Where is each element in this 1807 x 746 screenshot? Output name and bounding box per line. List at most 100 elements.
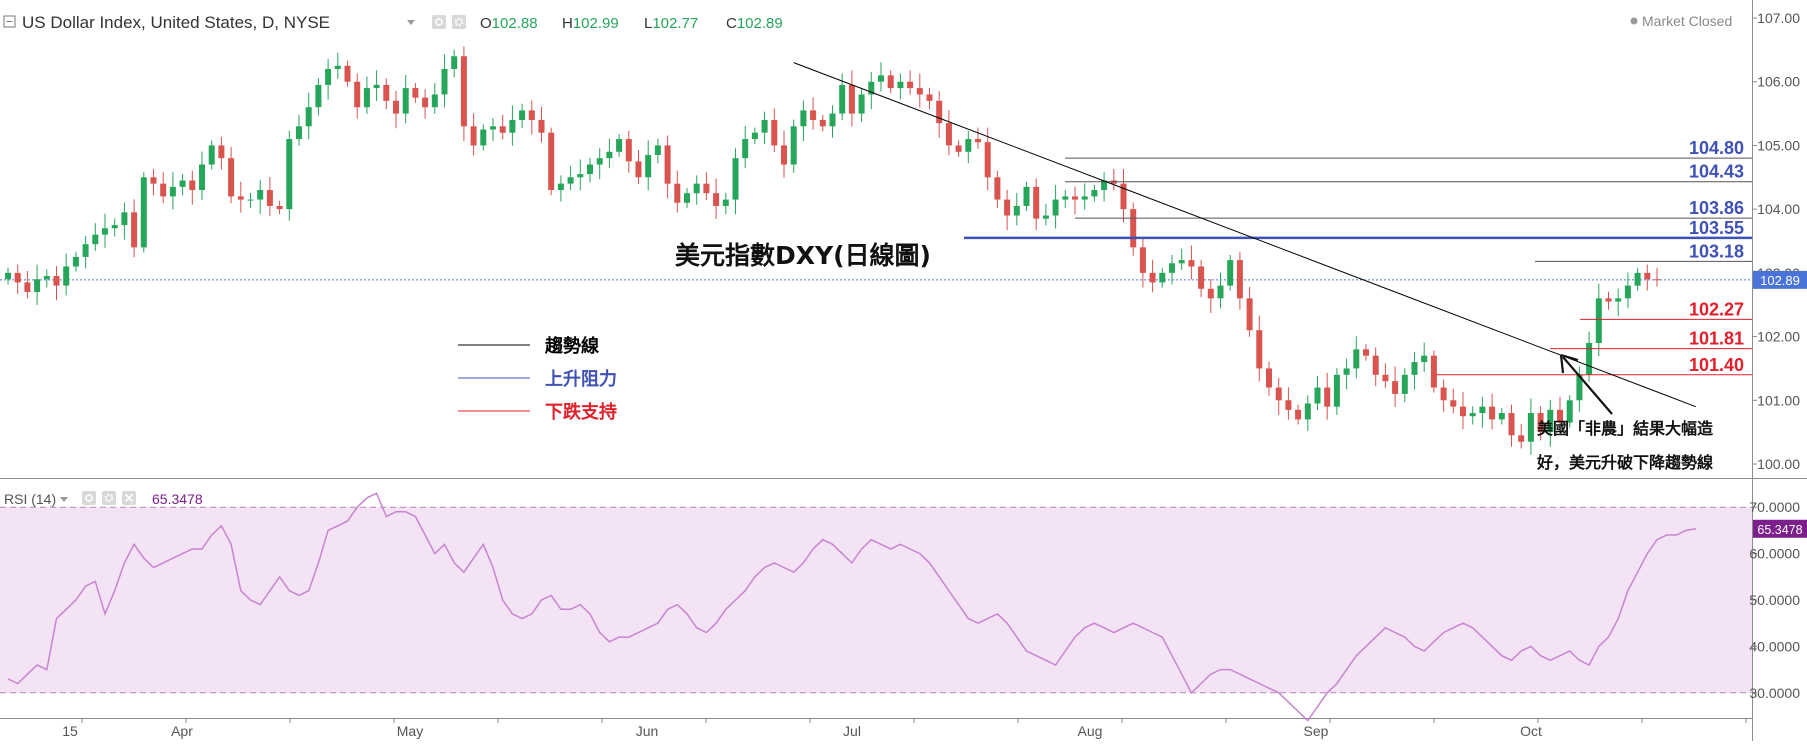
candle-down [266,190,273,206]
candle-up [732,158,739,200]
candle-down [538,119,545,133]
rsi-pane[interactable]: 70.0000 60.0000 50.0000 40.0000 30.0000 [0,492,1800,722]
candle-up [693,183,700,194]
candle-down [1130,209,1137,248]
resistance-label: 103.18 [1689,241,1744,261]
candle-down [1450,400,1457,407]
candle-down [499,126,506,133]
collapse-toggle-icon[interactable] [3,15,16,28]
symbol-dropdown-icon[interactable] [407,20,415,25]
support-label: 102.27 [1689,299,1744,319]
rsi-dropdown-icon[interactable] [60,497,68,502]
legend-label: 趨勢線 [544,335,599,357]
candle-up [111,225,118,229]
candle-up [878,75,884,82]
candle-up [858,94,865,114]
rsi-tick-label: 30.0000 [1749,685,1800,701]
candle-up [1353,349,1360,369]
rsi-series-line [7,492,1696,722]
rsi-band [0,507,1752,693]
candle-down [1139,247,1146,273]
candle-up [1343,368,1350,375]
candle-down [276,205,283,210]
candle-down [189,180,196,191]
candle-up [82,244,89,257]
candle-up [654,145,661,155]
rsi-label[interactable]: RSI (14) [4,491,56,507]
candle-up [722,199,729,206]
candle-down [218,145,225,159]
candle-up [616,139,623,152]
candle-up [684,193,690,203]
candle-down [994,177,1001,200]
candle-down [1236,260,1243,299]
candle-up [363,88,370,108]
candle-down [1557,409,1563,423]
ohlc-o: O102.88 [480,15,538,32]
rsi-close-icon-x [124,493,134,503]
candle-up [1178,260,1185,264]
support-label: 101.81 [1689,329,1744,349]
candle-up [790,126,797,165]
rsi-tick-label: 40.0000 [1749,638,1800,654]
candle-up [43,276,50,280]
candle-down [848,84,855,114]
candle-up [34,279,41,292]
rsi-eye-icon[interactable] [82,491,96,505]
eye-icon[interactable] [432,15,446,29]
rsi-tick-label: 50.0000 [1749,592,1800,608]
candle-up [1586,342,1593,375]
candle-up [1547,409,1554,433]
candle-down [781,145,787,165]
candle-up [325,68,332,85]
time-tick-label: Jul [843,723,861,739]
price-axis: 107.00106.00105.00104.00103.00102.00101.… [1752,10,1800,472]
candle-up [897,81,904,89]
candle-down [1605,298,1612,302]
candle-down [1004,199,1011,216]
candle-down [1460,406,1466,417]
axis-value-tags: 102.89 65.3478 [1753,270,1807,538]
ohlc-l: L102.77 [644,15,698,32]
candle-up [1304,403,1311,420]
support-label: 101.40 [1689,355,1744,375]
price-tick-label: 100.00 [1757,456,1800,472]
candle-up [868,81,875,95]
candle-down [228,158,235,197]
candle-down [1537,413,1544,433]
candle-down [1285,400,1292,410]
market-status: Market Closed [1642,13,1732,29]
note-arrow [1562,356,1613,415]
candle-down [412,88,419,98]
settings-icon[interactable] [452,15,466,29]
candle-up [121,212,128,226]
candle-up [1527,413,1534,442]
candle-up [1062,196,1069,200]
candle-down [528,110,535,120]
chart-annotation-title: 美元指數DXY(日線圖) [675,241,931,270]
candle-up [247,199,254,201]
candle-up [296,126,302,140]
rsi-header: RSI (14) 65.3478 [4,491,203,507]
candle-down [1256,330,1263,369]
rsi-settings-icon[interactable] [102,491,116,505]
resistance-label: 103.55 [1689,218,1744,238]
symbol-title[interactable]: US Dollar Index, United States, D, NYSE [22,13,330,32]
candle-up [334,65,341,69]
candle-up [1479,406,1486,414]
candle-up [257,190,264,200]
candle-up [606,151,613,159]
legend-label: 下跌支持 [545,401,617,423]
candle-up [829,113,836,127]
candle-up [315,84,322,108]
candle-up [490,126,496,130]
candle-down [916,88,923,95]
candle-down [1072,196,1078,200]
candle-up [179,180,186,187]
candle-up [1217,285,1224,299]
ohlc-h: H102.99 [562,15,619,32]
candle-up [596,158,603,165]
candle-up [140,177,147,248]
candle-down [664,145,671,184]
candle-up [431,94,438,108]
